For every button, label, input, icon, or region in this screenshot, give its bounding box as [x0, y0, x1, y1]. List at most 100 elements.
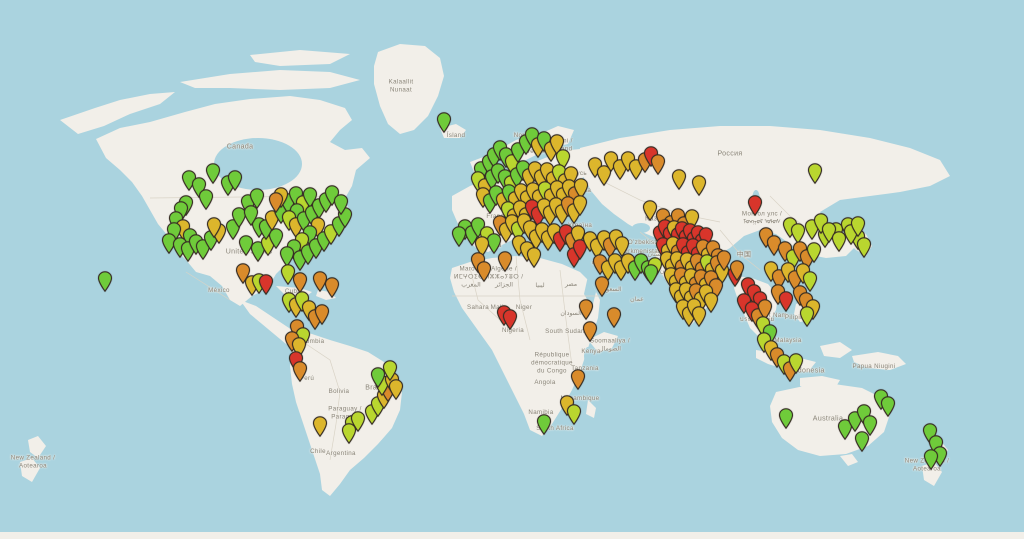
aqi-station-marker[interactable]	[490, 163, 506, 184]
aqi-station-marker[interactable]	[691, 175, 707, 196]
aqi-station-marker[interactable]	[249, 188, 265, 209]
aqi-station-marker[interactable]	[587, 157, 603, 178]
aqi-station-marker[interactable]	[292, 361, 308, 382]
aqi-station-marker[interactable]	[614, 236, 630, 257]
aqi-station-marker[interactable]	[486, 233, 502, 254]
aqi-station-marker[interactable]	[280, 264, 296, 285]
aqi-station-marker[interactable]	[650, 154, 666, 175]
aqi-station-marker[interactable]	[782, 217, 798, 238]
aqi-station-marker[interactable]	[770, 284, 786, 305]
aqi-station-marker[interactable]	[795, 263, 811, 284]
aqi-station-marker[interactable]	[388, 379, 404, 400]
aqi-station-marker[interactable]	[703, 292, 719, 313]
aqi-station-marker[interactable]	[821, 222, 837, 243]
aqi-station-marker[interactable]	[643, 264, 659, 285]
aqi-station-marker[interactable]	[476, 261, 492, 282]
aqi-station-marker[interactable]	[807, 163, 823, 184]
aqi-station-marker[interactable]	[515, 160, 531, 181]
aqi-station-marker[interactable]	[854, 431, 870, 452]
aqi-station-marker[interactable]	[799, 306, 815, 327]
aqi-station-marker[interactable]	[324, 185, 340, 206]
aqi-station-marker[interactable]	[671, 169, 687, 190]
aqi-station-marker[interactable]	[831, 231, 847, 252]
aqi-station-marker[interactable]	[198, 189, 214, 210]
aqi-station-marker[interactable]	[258, 274, 274, 295]
aqi-station-marker[interactable]	[578, 299, 594, 320]
aqi-station-marker[interactable]	[488, 185, 504, 206]
aqi-station-marker[interactable]	[802, 271, 818, 292]
aqi-station-marker[interactable]	[570, 369, 586, 390]
aqi-station-marker[interactable]	[582, 321, 598, 342]
aqi-station-marker[interactable]	[546, 223, 562, 244]
aqi-station-marker[interactable]	[777, 241, 793, 262]
aqi-station-marker[interactable]	[558, 224, 574, 245]
aqi-station-marker[interactable]	[603, 151, 619, 172]
aqi-station-marker[interactable]	[736, 293, 752, 314]
aqi-station-marker[interactable]	[923, 449, 939, 470]
aqi-station-marker[interactable]	[769, 347, 785, 368]
aqi-station-marker[interactable]	[502, 309, 518, 330]
aqi-station-marker[interactable]	[526, 247, 542, 268]
aqi-station-marker[interactable]	[451, 226, 467, 247]
aqi-station-marker[interactable]	[382, 360, 398, 381]
aqi-station-marker[interactable]	[527, 161, 543, 182]
aqi-station-marker[interactable]	[227, 170, 243, 191]
aqi-station-marker[interactable]	[324, 277, 340, 298]
aqi-station-marker[interactable]	[594, 276, 610, 297]
aqi-station-marker[interactable]	[238, 235, 254, 256]
aqi-station-marker[interactable]	[292, 272, 308, 293]
aqi-station-marker[interactable]	[643, 146, 659, 167]
aqi-station-marker[interactable]	[606, 307, 622, 328]
aqi-station-marker[interactable]	[284, 331, 300, 352]
aqi-station-marker[interactable]	[470, 217, 486, 238]
aqi-station-marker[interactable]	[559, 395, 575, 416]
aqi-station-marker[interactable]	[436, 112, 452, 133]
aqi-station-marker[interactable]	[856, 237, 872, 258]
aqi-station-marker[interactable]	[766, 235, 782, 256]
aqi-station-marker[interactable]	[497, 251, 513, 272]
aqi-station-marker[interactable]	[511, 235, 527, 256]
aqi-station-marker[interactable]	[756, 332, 772, 353]
aqi-station-marker[interactable]	[172, 237, 188, 258]
aqi-station-marker[interactable]	[370, 367, 386, 388]
aqi-station-marker[interactable]	[572, 195, 588, 216]
aqi-station-marker[interactable]	[314, 304, 330, 325]
aqi-station-marker[interactable]	[642, 200, 658, 221]
aqi-station-marker[interactable]	[333, 194, 349, 215]
aqi-station-marker[interactable]	[850, 216, 866, 237]
aqi-station-marker[interactable]	[519, 241, 535, 262]
aqi-station-marker[interactable]	[729, 260, 745, 281]
aqi-station-marker[interactable]	[205, 163, 221, 184]
aqi-station-marker[interactable]	[862, 415, 878, 436]
aqi-station-marker[interactable]	[620, 151, 636, 172]
aqi-station-marker[interactable]	[747, 195, 763, 216]
aqi-station-marker[interactable]	[281, 292, 297, 313]
aqi-station-marker[interactable]	[763, 261, 779, 282]
aqi-station-marker[interactable]	[181, 170, 197, 191]
aqi-station-marker[interactable]	[620, 253, 636, 274]
aqi-station-marker[interactable]	[691, 306, 707, 327]
aqi-station-marker[interactable]	[294, 291, 310, 312]
aqi-station-marker[interactable]	[243, 205, 259, 226]
aqi-station-marker[interactable]	[582, 231, 598, 252]
aqi-station-marker[interactable]	[788, 353, 804, 374]
aqi-station-marker[interactable]	[778, 291, 794, 312]
aqi-station-marker[interactable]	[536, 131, 552, 152]
aqi-station-marker[interactable]	[792, 241, 808, 262]
aqi-station-marker[interactable]	[235, 263, 251, 284]
aqi-station-marker[interactable]	[312, 271, 328, 292]
aqi-station-marker[interactable]	[780, 262, 796, 283]
aqi-station-marker[interactable]	[806, 242, 822, 263]
aqi-station-marker[interactable]	[475, 187, 491, 208]
aqi-station-marker[interactable]	[873, 389, 889, 410]
aqi-station-marker[interactable]	[566, 404, 582, 425]
aqi-station-marker[interactable]	[716, 250, 732, 271]
aqi-station-marker[interactable]	[758, 227, 774, 248]
aqi-station-marker[interactable]	[350, 411, 366, 432]
aqi-station-marker[interactable]	[281, 210, 297, 231]
aqi-station-marker[interactable]	[268, 192, 284, 213]
aqi-station-marker[interactable]	[191, 177, 207, 198]
aqi-station-marker[interactable]	[188, 234, 204, 255]
aqi-station-marker[interactable]	[206, 217, 222, 238]
